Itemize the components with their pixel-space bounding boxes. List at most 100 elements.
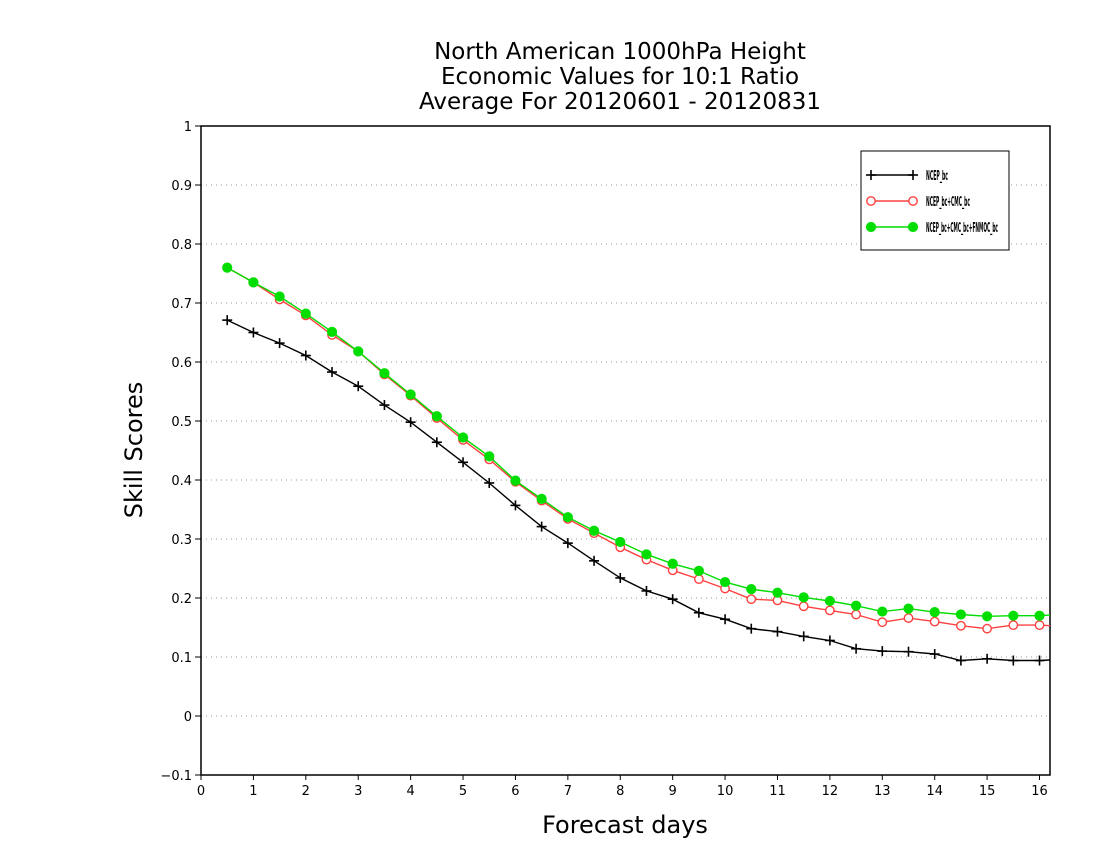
data-point xyxy=(798,601,809,612)
y-tick-label: 0.3 xyxy=(171,533,192,548)
data-point xyxy=(1008,610,1019,621)
x-tick-label: 16 xyxy=(1031,784,1048,799)
x-tick-label: 8 xyxy=(616,784,624,799)
y-axis-ticks: −0.1 0 0.1 0.2 0.3 0.4 0.5 0.6 0.7 0.8 0.9 1 xyxy=(160,120,201,784)
data-point xyxy=(877,606,888,617)
data-point xyxy=(379,400,390,411)
y-tick-label: 0.8 xyxy=(171,238,192,253)
series-line xyxy=(226,266,1051,618)
data-point xyxy=(693,565,704,576)
data-point xyxy=(929,616,940,627)
data-point xyxy=(536,493,547,504)
y-tick-label: 0.7 xyxy=(171,297,192,312)
series-line xyxy=(226,319,1051,662)
data-point xyxy=(562,512,573,523)
series-2 xyxy=(222,262,1051,634)
plot-frame xyxy=(200,125,1051,776)
data-point xyxy=(903,603,914,614)
data-point xyxy=(431,411,442,422)
data-point xyxy=(824,595,835,607)
x-tick-label: 12 xyxy=(822,784,839,799)
data-point xyxy=(955,655,966,666)
data-point xyxy=(908,196,918,206)
data-point xyxy=(955,609,967,620)
x-tick-label: 14 xyxy=(926,784,943,799)
data-point xyxy=(982,653,993,664)
legend-item: NCEP_bc+CMC_bc xyxy=(866,195,970,210)
data-point xyxy=(222,262,233,273)
legend-label: NCEP_bc xyxy=(926,169,948,184)
data-point xyxy=(824,635,835,646)
data-point xyxy=(300,308,311,319)
x-tick-label: 2 xyxy=(302,784,310,799)
data-point xyxy=(405,417,416,428)
data-point xyxy=(588,525,600,536)
y-tick-label: 0.9 xyxy=(171,179,192,194)
y-tick-label: 0 xyxy=(184,710,192,725)
data-point xyxy=(772,626,783,637)
data-point xyxy=(877,617,888,628)
legend-item: NCEP_bc xyxy=(866,169,948,184)
data-point xyxy=(982,623,993,634)
data-point xyxy=(457,432,469,443)
data-point xyxy=(353,381,364,392)
data-point xyxy=(877,646,888,657)
data-point xyxy=(746,594,757,605)
x-tick-label: 11 xyxy=(769,784,786,799)
data-point xyxy=(850,600,862,611)
data-point xyxy=(379,368,390,379)
x-tick-label: 0 xyxy=(197,784,205,799)
data-point xyxy=(510,475,521,486)
title-line: North American 1000hPa Height xyxy=(434,39,806,65)
data-point xyxy=(274,338,285,349)
data-point xyxy=(719,576,731,588)
data-point xyxy=(866,170,876,180)
data-point xyxy=(641,549,652,560)
legend-label: NCEP_bc+CMC_bc+FNMOC_bc xyxy=(926,221,998,236)
series-line xyxy=(226,266,1051,630)
data-point xyxy=(431,437,442,448)
data-point xyxy=(907,221,919,233)
data-point xyxy=(693,607,704,618)
x-axis-label: Forecast days xyxy=(542,811,708,839)
data-point xyxy=(615,572,626,583)
data-point xyxy=(1034,655,1045,666)
x-tick-label: 13 xyxy=(874,784,891,799)
data-point xyxy=(720,614,731,625)
data-point xyxy=(1008,620,1019,631)
data-series xyxy=(222,262,1051,666)
x-tick-label: 1 xyxy=(249,784,257,799)
y-tick-label: 0.6 xyxy=(171,356,192,371)
series-1 xyxy=(222,315,1051,666)
x-axis-ticks: 0 1 2 3 4 5 6 7 8 9 10 11 12 13 14 15 16 xyxy=(197,775,1048,799)
y-tick-label: 1 xyxy=(184,120,192,135)
data-point xyxy=(248,277,259,288)
data-point xyxy=(1034,610,1045,621)
data-point xyxy=(248,327,259,338)
y-tick-label: 0.4 xyxy=(171,474,192,489)
data-point xyxy=(866,196,876,206)
x-tick-label: 3 xyxy=(354,784,362,799)
data-point xyxy=(562,538,573,549)
data-point xyxy=(300,350,311,361)
data-point xyxy=(510,500,521,511)
title-line: Economic Values for 10:1 Ratio xyxy=(441,64,799,90)
x-tick-label: 6 xyxy=(511,784,519,799)
data-point xyxy=(353,346,364,357)
data-point xyxy=(693,574,704,585)
data-point xyxy=(274,291,285,302)
x-tick-label: 7 xyxy=(564,784,572,799)
legend-item: NCEP_bc+CMC_bc+FNMOC_bc xyxy=(865,221,998,236)
data-point xyxy=(326,326,338,338)
data-point xyxy=(746,623,757,634)
data-point xyxy=(851,643,862,654)
data-point xyxy=(641,585,652,596)
data-point xyxy=(798,631,809,642)
data-point xyxy=(929,607,940,618)
data-point xyxy=(824,605,835,616)
legend-label: NCEP_bc+CMC_bc xyxy=(926,195,970,210)
title-line: Average For 20120601 - 20120831 xyxy=(419,89,821,115)
data-point xyxy=(405,389,416,400)
